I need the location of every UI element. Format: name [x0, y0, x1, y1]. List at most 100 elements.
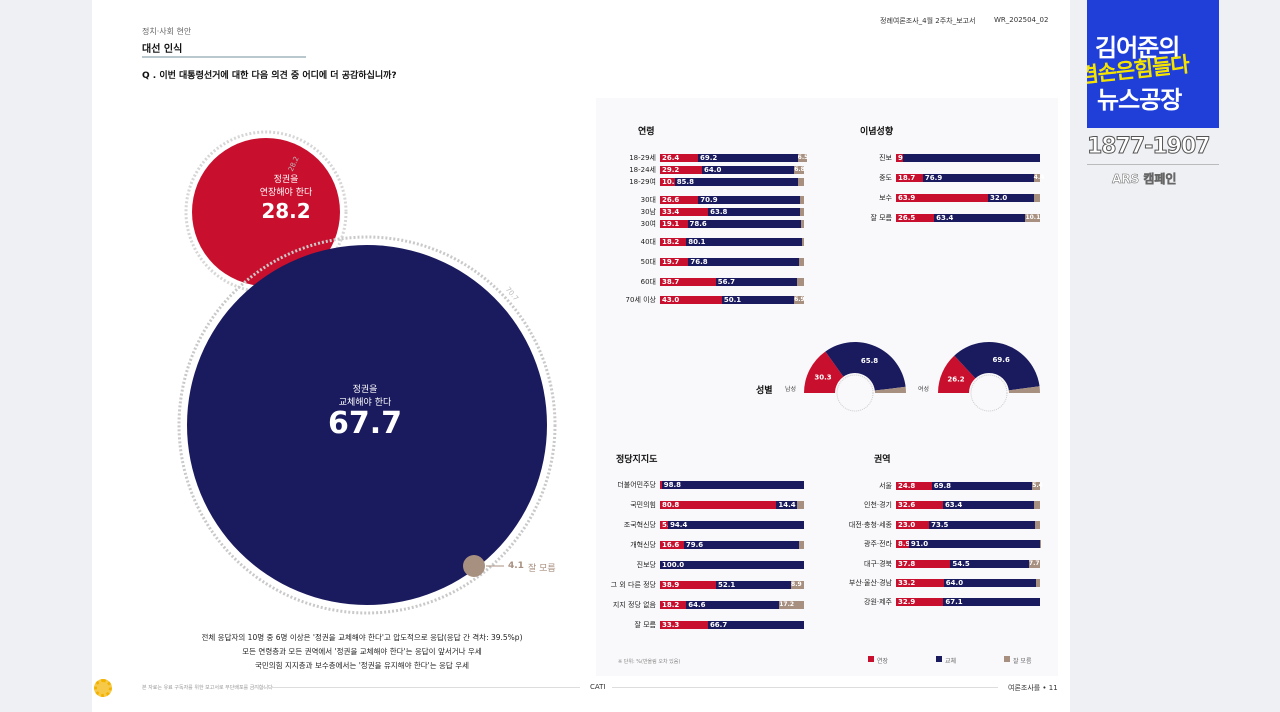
bar-category-label: 광주·전라: [864, 540, 892, 549]
bar-value-label: 10.2: [662, 178, 680, 186]
bar-value-label: 6.8: [794, 166, 805, 173]
bar-category-label: 18-24세: [629, 166, 656, 174]
bar-segment: 16.6: [660, 541, 684, 549]
bar-segment: 26.4: [660, 154, 699, 162]
bar-segment: [800, 196, 804, 204]
bar-category-label: 40대: [640, 238, 656, 246]
bar-segment: 91.0: [908, 540, 1040, 549]
gender-inner-ring: [836, 374, 874, 412]
bar-value-label: 23.0: [898, 520, 916, 529]
bar-value-label: 52.1: [718, 581, 736, 589]
bar-value-label: 54.5: [952, 559, 970, 568]
bar-segment: [1034, 520, 1040, 529]
bar-segment: 63.9: [896, 194, 989, 202]
bar-segment: 95.3: [896, 154, 915, 162]
bar-category-label: 보수: [879, 194, 892, 202]
footer-rule-left: [252, 687, 580, 688]
bar-category-label: 서울: [879, 482, 892, 490]
region-title: 권역: [874, 455, 891, 465]
bar-value-label: 64.0: [704, 166, 722, 174]
gender-inner-ring: [970, 374, 1008, 412]
phone-underline: [1087, 164, 1219, 165]
replace-label-1: 정권을: [352, 385, 378, 395]
bar-value-label: 67.1: [945, 598, 963, 607]
bar-segment: 4.4: [1033, 174, 1044, 182]
logo-line-1: 김어준의: [1095, 34, 1180, 62]
bar-segment: [1034, 194, 1040, 202]
female-label: 여성: [918, 386, 930, 393]
bar-segment: 56.7: [715, 278, 798, 286]
bar-category-label: 국민의힘: [630, 501, 656, 509]
bar-value-label: 63.4: [944, 501, 963, 510]
bar-segment: 19.7: [660, 258, 689, 266]
bar-value-label: 50.1: [723, 296, 742, 304]
bar-segment: [800, 220, 804, 228]
bar-segment: 32.9: [896, 598, 944, 607]
bar-category-label: 진보: [879, 154, 892, 162]
bar-value-label: 76.8: [690, 258, 708, 266]
bar-segment: 79.6: [683, 541, 799, 549]
bar-category-label: 인천·경기: [864, 501, 892, 510]
bar-segment: [798, 258, 804, 266]
gender-slice: [804, 351, 844, 393]
legend-swatch-unknown: [1004, 656, 1010, 662]
bar-segment: [1034, 501, 1040, 510]
replace-bubble: [187, 245, 547, 605]
bar-category-label: 부산·울산·경남: [848, 579, 892, 587]
bar-value-label: 10.1: [1025, 214, 1041, 221]
bar-segment: 37.8: [896, 559, 951, 568]
bar-value-label: 26.4: [662, 154, 680, 162]
bar-category-label: 더불어민주당: [617, 481, 656, 489]
question-text: Q . 이번 대통령선거에 대한 다음 의견 중 어디에 더 공감하십니까?: [142, 71, 397, 81]
bar-segment: 66.7: [707, 621, 804, 629]
bar-segment: 38.7: [660, 278, 716, 286]
bar-segment: 33.3: [660, 621, 708, 629]
bar-segment: [799, 208, 804, 216]
bar-value-label: 79.6: [685, 541, 704, 549]
bar-value-label: 43.0: [662, 296, 680, 304]
bar-value-label: 64.6: [688, 601, 706, 609]
legend-extend: 연장: [877, 658, 889, 665]
bar-value-label: 16.6: [662, 541, 680, 549]
extend-value: 28.2: [261, 199, 311, 223]
unknown-value: 4.1: [508, 561, 524, 571]
bar-segment: 8.9: [896, 540, 910, 549]
summary-line-3: 국민의힘 지지층과 보수층에서는 '정권을 유지해야 한다'는 응답 우세: [254, 661, 469, 670]
bar-segment: 98.8: [661, 481, 804, 489]
bar-value-label: 94.4: [670, 521, 688, 529]
bar-segment: 38.9: [660, 581, 717, 589]
doc-id: 정례여론조사_4월 2주차_보고서: [880, 17, 976, 25]
age-title: 연령: [638, 127, 655, 137]
bar-value-label: 17.2: [779, 601, 795, 608]
bar-category-label: 조국혁신당: [623, 521, 656, 529]
bar-value-label: 32.9: [898, 598, 916, 607]
bar-category-label: 대구·경북: [864, 559, 892, 568]
section-underline: [142, 56, 306, 58]
bar-value-label: 66.7: [709, 621, 728, 629]
bar-value-label: 64.0: [945, 579, 964, 587]
replace-label-2: 교체해야 한다: [338, 398, 392, 408]
bar-value-label: 14.4: [778, 501, 796, 509]
gender-value-label: 69.6: [993, 356, 1010, 364]
extend-label-2: 연장해야 한다: [259, 188, 313, 198]
bar-segment: 52.1: [716, 581, 792, 589]
bar-segment: 6.9: [794, 296, 805, 304]
ideology-title: 이념성향: [860, 127, 894, 137]
footer-note: 본 자료는 유료 구독자를 위한 보고서로 무단배포를 금지합니다: [142, 685, 273, 691]
bar-category-label: 30여: [640, 220, 656, 228]
bar-value-label: 63.8: [710, 208, 728, 216]
bar-value-label: 26.5: [898, 214, 916, 222]
bar-category-label: 18-29여: [629, 178, 656, 186]
bar-category-label: 강원·제주: [864, 598, 892, 607]
bar-value-label: 32.0: [990, 194, 1008, 202]
bar-value-label: 69.2: [700, 154, 718, 162]
bar-segment: 26.5: [896, 214, 935, 222]
male-label: 남성: [785, 386, 797, 393]
gender-slice: [1008, 386, 1040, 393]
category-label: 정치·사회 현안: [142, 27, 192, 36]
bar-segment: 7.7: [1028, 559, 1040, 568]
bar-value-label: 80.1: [688, 238, 706, 246]
bar-value-label: 33.2: [898, 579, 916, 587]
bar-segment: 69.2: [698, 154, 798, 162]
bar-segment: 50.1: [721, 296, 795, 304]
